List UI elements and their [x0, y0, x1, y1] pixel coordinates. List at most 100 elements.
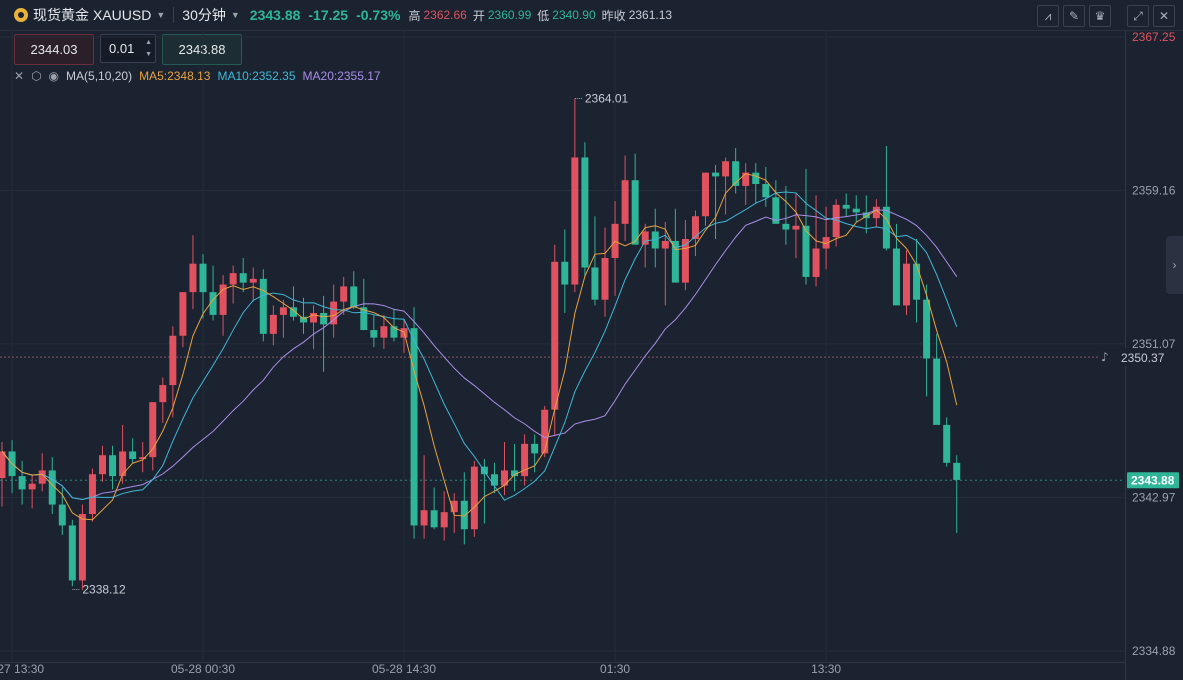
buy-price-button[interactable]: 2343.88 — [162, 34, 242, 65]
chevron-down-icon[interactable]: ▼ — [230, 10, 240, 20]
lot-size-input[interactable]: 0.01 ▲ ▼ — [100, 34, 156, 63]
candle-body — [802, 225, 810, 277]
candle-body — [702, 172, 709, 217]
candle-body — [68, 525, 76, 581]
candle-body — [541, 409, 549, 454]
candle-body — [872, 206, 880, 219]
draw-icon[interactable]: ✎ — [1063, 5, 1085, 27]
candle-body — [892, 248, 900, 306]
candle-body — [18, 476, 26, 490]
candle-body — [259, 278, 267, 334]
candle-body — [78, 514, 86, 581]
chevron-down-icon[interactable]: ▼ — [156, 10, 166, 20]
divider — [173, 7, 175, 23]
candle-body — [169, 335, 177, 386]
prev-close-value: 2361.13 — [628, 8, 673, 22]
candle-body — [671, 240, 679, 283]
candle-body — [832, 204, 840, 238]
ma20-value: MA20:2355.17 — [302, 69, 381, 83]
indicator-title: MA(5,10,20) — [66, 69, 133, 83]
candle-body — [420, 510, 428, 526]
candle-body — [561, 261, 569, 285]
candle-body — [38, 470, 46, 484]
coin-icon — [14, 8, 28, 22]
candle-body — [390, 326, 398, 338]
candle-body — [189, 263, 197, 293]
x-tick-label: 13:30 — [811, 662, 841, 676]
ma5-value: MA5:2348.13 — [139, 69, 211, 83]
chart-type-icon[interactable]: ⩘ — [1037, 5, 1059, 27]
candle-body — [681, 239, 689, 283]
low-label: 低 — [537, 8, 550, 23]
candle-body — [792, 225, 800, 230]
candle-body — [641, 231, 649, 245]
symbol-name[interactable]: 现货黄金 — [33, 7, 89, 23]
candle-body — [289, 307, 297, 317]
candle-body — [953, 462, 961, 480]
candle-body — [119, 451, 127, 477]
candle-body — [269, 314, 277, 334]
ma5-line — [1, 173, 958, 521]
settings-icon[interactable]: ⬡ — [31, 69, 42, 83]
open-label: 开 — [472, 8, 485, 23]
candle-body — [762, 184, 770, 198]
candle-body — [943, 424, 951, 463]
close-icon[interactable]: ✕ — [1153, 5, 1175, 27]
candle-body — [501, 470, 508, 486]
x-tick-label: 05-28 00:30 — [171, 662, 235, 676]
close-icon[interactable]: ✕ — [14, 69, 25, 83]
candle-body — [159, 385, 167, 403]
last-price: 2343.88 — [249, 7, 301, 23]
candle-body — [48, 470, 56, 505]
top-bar: 现货黄金 XAUUSD ▼ 30分钟 ▼ 2343.88 -17.25 -0.7… — [0, 0, 1183, 31]
candle-body — [149, 402, 157, 458]
candle-body — [300, 316, 307, 323]
candle-body — [99, 455, 106, 475]
candle-body — [913, 263, 921, 300]
candle-body — [370, 330, 378, 338]
candle-body — [88, 474, 96, 515]
candle-body — [752, 172, 760, 185]
indicator-legend: ✕ ⬡ ◉ MA(5,10,20) MA5:2348.13 MA10:2352.… — [14, 69, 381, 83]
price-change-percent: -0.73% — [356, 7, 401, 23]
candle-body — [450, 500, 458, 513]
candle-body — [219, 284, 227, 315]
candle-body — [239, 273, 247, 283]
y-tick-label: 2351.07 — [1132, 337, 1176, 351]
indicator-icon[interactable]: ♛ — [1089, 5, 1111, 27]
candle-body — [571, 157, 579, 285]
candle-body — [712, 172, 720, 177]
symbol-code[interactable]: XAUUSD — [93, 7, 152, 23]
candle-body — [531, 443, 539, 454]
stepper-icon[interactable]: ▲ ▼ — [145, 39, 152, 58]
candle-body — [812, 248, 820, 277]
candle-body — [320, 312, 328, 325]
toolbar: ⩘ ✎ ♛ ⤢ ✕ — [1037, 5, 1175, 27]
chevron-right-icon[interactable]: › — [1166, 236, 1183, 294]
candle-body — [249, 278, 257, 283]
candle-body — [601, 257, 609, 300]
candle-body — [28, 483, 36, 490]
alert-price-label: 2350.37 — [1121, 351, 1165, 365]
y-tick-label: 2367.25 — [1132, 30, 1176, 44]
interval-select[interactable]: 30分钟 — [182, 7, 226, 23]
current-price-bg — [1127, 472, 1179, 489]
candle-body — [470, 466, 478, 530]
low-value: 2340.90 — [552, 8, 596, 22]
candle-body — [521, 443, 529, 477]
candle-body — [129, 451, 137, 460]
candle-body — [661, 240, 669, 249]
high-value: 2362.66 — [423, 8, 467, 22]
fullscreen-icon[interactable]: ⤢ — [1127, 5, 1149, 27]
sell-price-button[interactable]: 2344.03 — [14, 34, 94, 65]
trade-panel: 2344.03 0.01 ▲ ▼ 2343.88 — [14, 34, 242, 65]
candle-body — [691, 216, 699, 240]
high-marker-label: 2364.01 — [585, 91, 629, 105]
x-tick-label: 05-27 13:30 — [0, 662, 44, 676]
candle-body — [842, 204, 850, 209]
bell-icon: ♪ — [1101, 350, 1109, 364]
eye-icon[interactable]: ◉ — [48, 69, 60, 83]
candle-body — [109, 455, 117, 477]
high-label: 高 — [408, 8, 421, 23]
